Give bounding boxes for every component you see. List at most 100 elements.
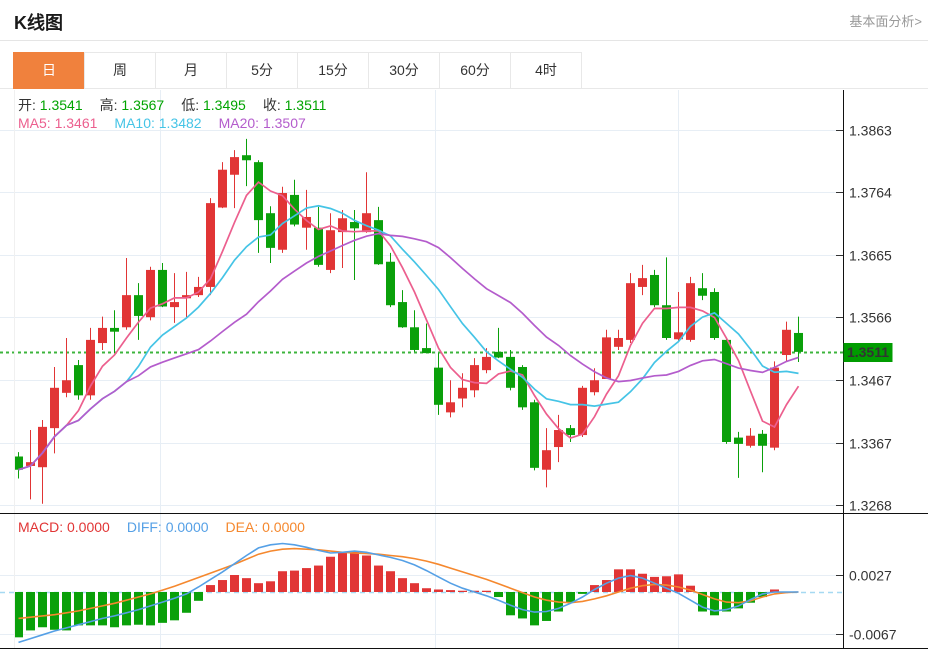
legend-ma-item-1: MA10: 1.3482: [114, 115, 202, 131]
candle[interactable]: [782, 321, 791, 362]
candle[interactable]: [758, 430, 767, 473]
macd-bar: [518, 592, 527, 619]
candle[interactable]: [182, 271, 191, 318]
candle[interactable]: [98, 316, 107, 350]
legend-ohlc-item-0: 开: 1.3541: [18, 97, 83, 113]
candle[interactable]: [134, 283, 143, 340]
tab-月[interactable]: 月: [155, 52, 227, 89]
candle[interactable]: [542, 428, 551, 488]
macd-bar: [410, 583, 419, 592]
candle[interactable]: [122, 257, 131, 330]
candle[interactable]: [626, 273, 635, 344]
macd-bar: [74, 592, 83, 626]
macd-bar: [770, 589, 779, 592]
candle[interactable]: [770, 361, 779, 451]
tab-30分[interactable]: 30分: [368, 52, 440, 89]
candle[interactable]: [662, 257, 671, 340]
candle[interactable]: [62, 337, 71, 398]
macd-bar: [458, 590, 467, 592]
tab-周[interactable]: 周: [84, 52, 156, 89]
fundamental-analysis-link[interactable]: 基本面分析>: [849, 14, 922, 29]
candle[interactable]: [218, 162, 227, 209]
candle[interactable]: [86, 327, 95, 400]
candle[interactable]: [554, 414, 563, 463]
ma20-line: [18, 232, 799, 471]
macd-axis-label: -0.0067: [849, 627, 897, 643]
candle[interactable]: [374, 206, 383, 265]
candle[interactable]: [614, 329, 623, 350]
candle[interactable]: [794, 316, 803, 362]
macd-bar: [314, 565, 323, 592]
candle[interactable]: [698, 273, 707, 301]
macd-bar: [674, 574, 683, 592]
ma10-line: [18, 204, 799, 471]
candle[interactable]: [14, 452, 23, 479]
candle[interactable]: [74, 360, 83, 400]
tab-60分[interactable]: 60分: [439, 52, 511, 89]
legend-ohlc-item-1: 高: 1.3567: [99, 97, 165, 113]
candle[interactable]: [242, 138, 251, 187]
candle[interactable]: [710, 288, 719, 340]
macd-bar: [482, 590, 491, 592]
candle[interactable]: [398, 290, 407, 328]
macd-bar: [710, 592, 719, 616]
macd-bar: [230, 575, 239, 592]
candle[interactable]: [530, 399, 539, 471]
macd-bar: [290, 570, 299, 592]
candle[interactable]: [518, 365, 527, 410]
candle[interactable]: [338, 210, 347, 269]
macd-bar: [146, 592, 155, 626]
macd-bar: [566, 592, 575, 603]
candle[interactable]: [410, 310, 419, 352]
candle[interactable]: [110, 310, 119, 354]
candle[interactable]: [386, 252, 395, 308]
candle[interactable]: [38, 419, 47, 504]
macd-bar: [746, 592, 755, 603]
candle[interactable]: [230, 150, 239, 209]
macd-axis-label: 0.0027: [849, 568, 892, 584]
candle[interactable]: [278, 186, 287, 253]
legend-ohlc-item-3: 收: 1.3511: [262, 97, 327, 113]
macd-bar: [110, 592, 119, 628]
candle[interactable]: [590, 368, 599, 396]
tab-4时[interactable]: 4时: [510, 52, 582, 89]
candle[interactable]: [650, 269, 659, 308]
candle[interactable]: [326, 213, 335, 274]
tab-5分[interactable]: 5分: [226, 52, 298, 89]
candle[interactable]: [362, 172, 371, 233]
candle[interactable]: [734, 431, 743, 478]
candle[interactable]: [350, 210, 359, 281]
macd-bar: [218, 580, 227, 592]
candle[interactable]: [158, 262, 167, 308]
macd-histogram: [14, 551, 779, 638]
candle[interactable]: [470, 358, 479, 398]
candle[interactable]: [494, 327, 503, 359]
candle[interactable]: [578, 385, 587, 437]
interval-tabs: 日周月 5分 15分 30分 60分 4时: [13, 52, 582, 89]
macd-bar: [158, 592, 167, 623]
legend-macd-item-1: DIFF: 0.0000: [126, 519, 209, 535]
candle[interactable]: [146, 266, 155, 321]
candle[interactable]: [446, 380, 455, 418]
candle[interactable]: [746, 428, 755, 448]
candle[interactable]: [722, 337, 731, 444]
legend-ma-item-0: MA5: 1.3461: [18, 115, 98, 131]
candles: [14, 138, 803, 504]
candle[interactable]: [638, 264, 647, 296]
candle[interactable]: [422, 323, 431, 354]
candle[interactable]: [602, 329, 611, 379]
candle[interactable]: [674, 291, 683, 343]
candle[interactable]: [566, 424, 575, 442]
candle[interactable]: [290, 179, 299, 227]
candle[interactable]: [686, 276, 695, 342]
tab-15分[interactable]: 15分: [297, 52, 369, 89]
candle[interactable]: [206, 198, 215, 296]
macd-bar: [374, 565, 383, 592]
macd-bar: [362, 555, 371, 592]
candle[interactable]: [434, 353, 443, 415]
macd-bar: [530, 592, 539, 626]
candle[interactable]: [50, 366, 59, 454]
tab-日[interactable]: 日: [13, 52, 85, 89]
svg-text:1.3511: 1.3511: [847, 344, 889, 360]
